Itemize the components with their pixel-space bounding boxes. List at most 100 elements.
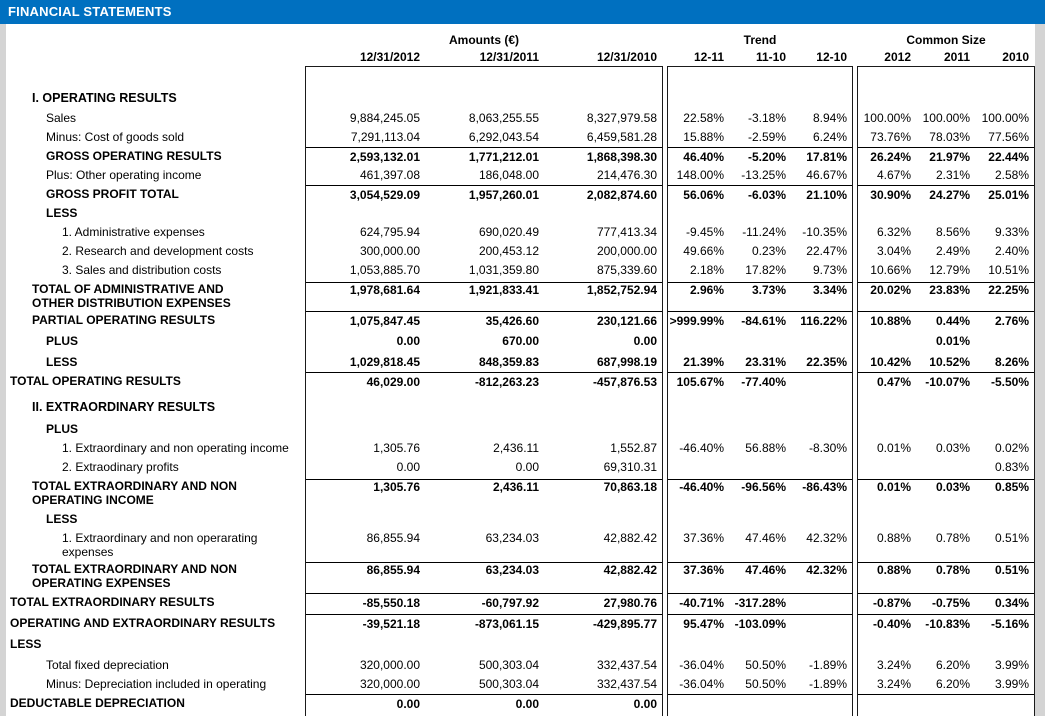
trend-cell [791, 593, 852, 613]
trend-cell: 2.18% [689, 263, 724, 277]
trend-cell: -5.20% [729, 147, 791, 167]
trend-cell: 105.67% [668, 372, 729, 392]
column-headers: Amounts (€) Trend Common Size 12/31/2012… [6, 32, 1035, 66]
trend-cell: 3.73% [729, 282, 791, 311]
common-size-cell: 6.20% [935, 677, 970, 691]
row-label-text: GROSS OPERATING RESULTS [46, 149, 222, 163]
trend-cell: 15.88% [683, 130, 724, 144]
amount-cell: 0.00 [396, 334, 420, 348]
common-size-cell [916, 694, 975, 714]
amount-cell: 0.00 [306, 694, 425, 714]
amount-cell: 27,980.76 [544, 593, 662, 613]
trend-cell: 116.22% [791, 311, 852, 331]
row-label: 2. Extraodinary profits [6, 458, 306, 477]
amount-cell: 63,234.03 [485, 531, 539, 545]
amount-cell: 1,957,260.01 [425, 185, 544, 205]
title-bar: FINANCIAL STATEMENTS [0, 0, 1045, 24]
trend-cell [668, 397, 729, 418]
table-row: DEDUCTABLE DEPRECIATION 0.00 0.00 0.00 [6, 694, 1035, 713]
amount-cell: 63,234.03 [425, 562, 544, 591]
amount-cell: 1,053,885.70 [349, 263, 420, 277]
table-row: Minus: Cost of goods sold 7,291,113.04 6,2… [6, 128, 1035, 147]
amount-cell: 332,437.54 [596, 677, 657, 691]
table-row: Minus: Depreciation included in operatin… [6, 675, 1035, 694]
row-label: TOTAL OF ADMINISTRATIVE AND OTHER DISTRI… [6, 282, 306, 311]
trend-cell: 37.36% [683, 531, 724, 545]
row-label: LESS [6, 510, 306, 529]
common-size-cell: 22.44% [975, 147, 1034, 167]
table-row: Sales 9,884,245.05 8,063,255.55 8,327,979.5… [6, 109, 1035, 128]
common-size-cell: 22.25% [975, 282, 1034, 311]
trend-cell [668, 635, 729, 654]
common-size-cell: 77.56% [988, 130, 1029, 144]
amount-cell: 3,054,529.09 [306, 185, 425, 205]
amount-cell: -85,550.18 [306, 593, 425, 613]
row-label: Minus: Depreciation included in operatin… [6, 675, 306, 694]
trend-cell [729, 204, 791, 223]
common-size-cell [858, 204, 916, 223]
amount-cell: 230,121.66 [544, 311, 662, 331]
table-row: 2. Extraodinary profits 0.00 0.00 69,310.31… [6, 458, 1035, 477]
trend-cell: 50.50% [745, 677, 786, 691]
trend-cell: 17.81% [791, 147, 852, 167]
trend-cell: -11.24% [742, 225, 786, 239]
amount-cell [425, 88, 544, 109]
amount-cell: 2,436.11 [493, 441, 539, 455]
common-size-cell: 0.34% [975, 593, 1034, 613]
trend-cell: 49.66% [683, 244, 724, 258]
trend-cell: -84.61% [729, 311, 791, 331]
common-size-cell: 0.78% [916, 562, 975, 591]
trend-cell: 22.58% [683, 111, 724, 125]
row-label-text: TOTAL EXTRAORDINARY AND NON OPERATING IN… [32, 479, 237, 507]
table-row: TOTAL OPERATING RESULTS 46,029.00 -812,263… [6, 372, 1035, 391]
amount-cell: -429,895.77 [544, 614, 662, 634]
amount-cell [425, 635, 544, 654]
row-label-text: TOTAL OF ADMINISTRATIVE AND OTHER DISTRI… [32, 282, 231, 311]
common-size-cell: 2.76% [975, 311, 1034, 331]
amount-cell: 2,082,874.60 [544, 185, 662, 205]
statement-table-body: I. OPERATING RESULTS Sales 9,884,245.05 8,0… [6, 66, 1035, 713]
trend-cell [668, 510, 729, 529]
row-label-text: I. OPERATING RESULTS [32, 91, 177, 105]
common-size-cell: -0.75% [916, 593, 975, 613]
amount-cell: 0.00 [544, 694, 662, 714]
column-label-row: 12/31/2012 12/31/2011 12/31/2010 12-11 1… [6, 48, 1035, 66]
amount-cell: 1,852,752.94 [544, 282, 662, 311]
amount-cell: 8,063,255.55 [468, 111, 539, 125]
common-size-cell: 20.02% [858, 282, 916, 311]
trend-cell: 148.00% [676, 168, 724, 182]
amount-cell: 86,855.94 [306, 562, 425, 591]
table-row: GROSS PROFIT TOTAL 3,054,529.09 1,957,260.… [6, 185, 1035, 204]
row-label-text: 1. Extraordinary and non operarating exp… [62, 531, 258, 559]
trend-cell: -36.04% [679, 658, 724, 672]
common-size-cell: -10.83% [916, 614, 975, 634]
trend-cell: -317.28% [729, 593, 791, 613]
common-size-cell: 73.76% [870, 130, 911, 144]
amount-cell: 332,437.54 [596, 658, 657, 672]
trend-cell [791, 614, 852, 634]
common-size-cell: 10.88% [858, 311, 916, 331]
trend-cell: 42.32% [806, 531, 847, 545]
amount-cell: 6,459,581.28 [586, 130, 657, 144]
trend-cell: 3.34% [791, 282, 852, 311]
common-size-cell: 2.31% [935, 168, 970, 182]
amount-cell: 42,882.42 [544, 562, 662, 591]
row-label-text: Minus: Cost of goods sold [46, 130, 185, 144]
common-size-cell: 8.56% [935, 225, 970, 239]
trend-cell [729, 332, 791, 351]
common-size-cell: 0.03% [916, 479, 975, 508]
trend-cell: -77.40% [729, 372, 791, 392]
trend-cell [791, 204, 852, 223]
common-size-cell [916, 420, 975, 439]
common-size-cell: 2.58% [994, 168, 1029, 182]
row-label: PLUS [6, 420, 306, 439]
page-title: FINANCIAL STATEMENTS [8, 4, 172, 19]
col-header-date-2011: 12/31/2011 [479, 50, 539, 64]
header-spacer [6, 32, 306, 48]
common-size-cell: -5.16% [975, 614, 1034, 634]
trend-cell: 21.10% [791, 185, 852, 205]
amount-cell: 1,921,833.41 [425, 282, 544, 311]
table-row: 2. Research and development costs 300,000… [6, 242, 1035, 261]
common-size-cell: 0.03% [935, 441, 970, 455]
amount-cell [544, 397, 662, 418]
